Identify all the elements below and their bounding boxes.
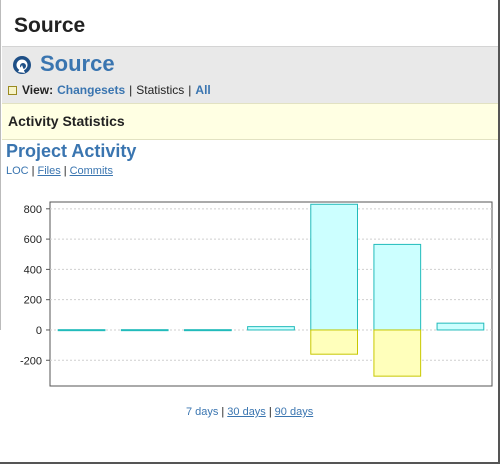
bar-series-0 (57, 329, 106, 332)
bar-series-1 (310, 329, 359, 355)
bar-series-0 (120, 329, 169, 332)
source-logo-icon (13, 56, 31, 74)
metric-link-commits[interactable]: Commits (69, 165, 113, 177)
range-current-7-days: 7 days (186, 406, 219, 418)
bar-series-0 (373, 243, 422, 331)
bar-series-0 (247, 326, 295, 331)
source-heading: Source (40, 51, 115, 76)
bar-series-0 (183, 329, 232, 332)
metric-link-files[interactable]: Files (37, 165, 61, 177)
page-title: Source (14, 14, 86, 37)
activity-statistics-bar: Activity Statistics (2, 103, 498, 140)
range-selector: 7 days | 30 days | 90 days (186, 406, 313, 418)
left-rule (0, 0, 1, 330)
bar-series-0 (436, 322, 485, 331)
y-tick-label: 400 (24, 264, 42, 276)
view-link-changesets[interactable]: Changesets (57, 83, 126, 97)
view-separator: | (188, 83, 192, 97)
source-header: Source View: Changesets | Statistics | A… (2, 46, 498, 103)
project-activity-title: Project Activity (6, 141, 137, 161)
view-selector: View: Changesets | Statistics | All (8, 83, 211, 97)
range-separator: | (268, 406, 272, 418)
metric-current-loc: LOC (6, 165, 29, 177)
y-tick-label: 200 (24, 295, 42, 307)
view-separator: | (129, 83, 133, 97)
range-separator: | (221, 406, 225, 418)
bar-series-0 (310, 203, 359, 331)
y-tick-label: -200 (20, 355, 42, 367)
view-current-statistics: Statistics (136, 83, 185, 97)
metric-separator: | (31, 165, 35, 177)
metric-separator: | (63, 165, 67, 177)
plot-area (49, 201, 493, 387)
range-link-90-days[interactable]: 90 days (274, 406, 314, 418)
activity-statistics-title: Activity Statistics (8, 113, 125, 129)
y-tick-label: 600 (24, 234, 42, 246)
y-tick-label: 0 (36, 325, 42, 337)
bar-series-1 (373, 329, 422, 377)
range-link-30-days[interactable]: 30 days (227, 406, 266, 418)
activity-chart: 800 600 400 200 0 -200 (20, 201, 493, 387)
view-square-icon (8, 85, 17, 95)
view-label: View: (22, 83, 54, 97)
view-link-all[interactable]: All (195, 83, 211, 97)
y-tick-label: 800 (24, 204, 42, 216)
metric-selector: LOC | Files | Commits (6, 165, 113, 177)
